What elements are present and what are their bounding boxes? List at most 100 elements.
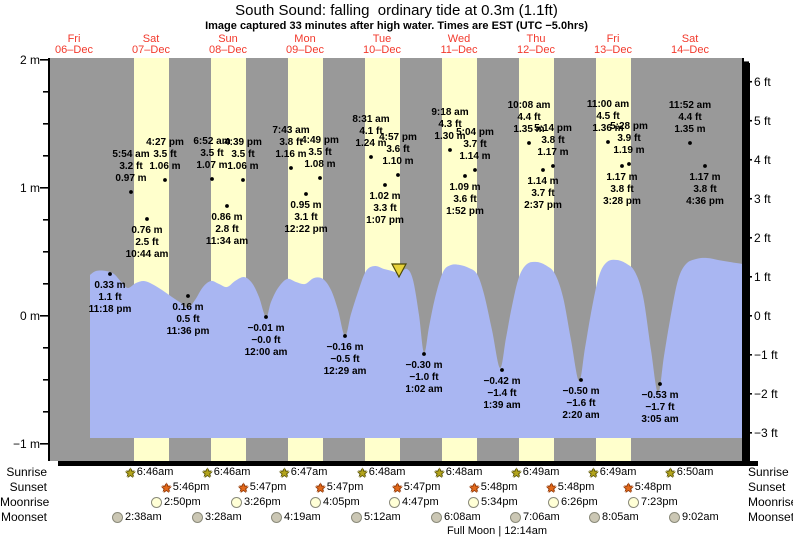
sunset-marker: ★ 5:47pm xyxy=(392,481,440,494)
sunset-time: 5:46pm xyxy=(172,481,210,493)
moonrise-time: 5:34pm xyxy=(481,496,518,508)
tide-high-annotation: 11:52 am 4.4 ft 1.35 m xyxy=(668,100,712,135)
sunrise-time: 6:48am xyxy=(445,466,483,478)
moonrise-marker: 2:50pm xyxy=(151,496,201,509)
tide-high-annotation: 5:28 pm 3.9 ft 1.19 m xyxy=(610,121,648,156)
y-axis-left-tick xyxy=(43,155,48,157)
tide-event-dot xyxy=(541,168,545,172)
tide-event-dot xyxy=(463,174,467,178)
tide-event-dot xyxy=(318,176,322,180)
tide-low-annotation: −0.16 m −0.5 ft 12:29 am xyxy=(323,342,367,377)
y-axis-right-label: 2 ft xyxy=(754,231,771,245)
day-label: Mon 09–Dec xyxy=(286,33,324,56)
sunrise-star-icon: ★ xyxy=(202,465,213,480)
sunrise-time: 6:47am xyxy=(290,466,328,478)
moonset-marker: 2:38am xyxy=(112,511,162,524)
tide-event-dot xyxy=(500,368,504,372)
plot-shadow-bottom xyxy=(58,461,758,466)
tide-high-annotation: 5:04 pm 3.7 ft 1.14 m xyxy=(456,127,494,162)
moonset-circle-icon xyxy=(271,512,282,523)
y-axis-left-label: 1 m xyxy=(19,181,40,195)
y-axis-left-label: −1 m xyxy=(12,437,40,451)
moonrise-marker: 4:47pm xyxy=(389,496,439,509)
moonset-time: 8:05am xyxy=(602,511,639,523)
moonrise-marker: 6:26pm xyxy=(548,496,598,509)
moonrise-time: 4:05pm xyxy=(323,496,360,508)
tide-event-dot xyxy=(606,140,610,144)
day-label: Thu 12–Dec xyxy=(517,33,555,56)
tide-event-dot xyxy=(145,217,149,221)
tide-high-annotation: 9:18 am 4.3 ft 1.30 m xyxy=(431,107,469,142)
sunset-star-icon: ★ xyxy=(315,480,326,495)
tide-low-annotation: −0.30 m −1.0 ft 1:02 am xyxy=(405,360,443,395)
tide-low-annotation: 1.17 m 3.8 ft 4:36 pm xyxy=(686,172,724,207)
y-axis-left-tick xyxy=(40,187,48,189)
tide-high-annotation: 5:14 pm 3.8 ft 1.17 m xyxy=(534,123,572,158)
day-label: Fri 13–Dec xyxy=(594,33,632,56)
moonset-circle-icon xyxy=(589,512,600,523)
tide-high-annotation: 4:49 pm 3.5 ft 1.08 m xyxy=(301,135,339,170)
tide-low-annotation: 0.86 m 2.8 ft 11:34 am xyxy=(205,212,249,247)
sunrise-time: 6:46am xyxy=(213,466,251,478)
tide-event-dot xyxy=(422,352,426,356)
tide-low-annotation: −0.50 m −1.6 ft 2:20 am xyxy=(562,386,600,421)
tide-high-annotation: 4:57 pm 3.6 ft 1.10 m xyxy=(379,132,417,167)
tide-event-dot xyxy=(369,155,373,159)
tide-event-dot xyxy=(241,178,245,182)
tide-event-dot xyxy=(264,315,268,319)
moonset-marker: 7:06am xyxy=(510,511,560,524)
tide-high-annotation: 8:31 am 4.1 ft 1.24 m xyxy=(352,114,390,149)
water-area xyxy=(90,257,743,438)
sunrise-time: 6:49am xyxy=(599,466,637,478)
moonrise-time: 2:50pm xyxy=(164,496,201,508)
moonset-marker: 5:12am xyxy=(351,511,401,524)
tide-high-annotation: 5:54 am 3.2 ft 0.97 m xyxy=(112,149,150,184)
tide-event-dot xyxy=(129,190,133,194)
moonrise-marker: 5:34pm xyxy=(468,496,518,509)
sunset-marker: ★ 5:47pm xyxy=(238,481,286,494)
sunset-star-icon: ★ xyxy=(469,480,480,495)
sunrise-time: 6:48am xyxy=(368,466,406,478)
tide-low-annotation: −0.53 m −1.7 ft 3:05 am xyxy=(641,390,679,425)
y-axis-right-label: 3 ft xyxy=(754,192,771,206)
sunset-time: 5:48pm xyxy=(480,481,518,493)
tide-low-annotation: −0.01 m −0.0 ft 12:00 am xyxy=(244,323,288,358)
sunset-marker: ★ 5:48pm xyxy=(623,481,671,494)
y-axis-right-label: 5 ft xyxy=(754,114,771,128)
tide-high-annotation: 4:27 pm 3.5 ft 1.06 m xyxy=(146,137,184,172)
astro-row-label-sunset: Sunset xyxy=(748,480,786,494)
sunrise-marker: ★ 6:48am xyxy=(357,466,405,479)
sunset-star-icon: ★ xyxy=(623,480,634,495)
tide-low-annotation: 1.14 m 3.7 ft 2:37 pm xyxy=(524,176,562,211)
sunset-star-icon: ★ xyxy=(546,480,557,495)
y-axis-left-tick xyxy=(43,123,48,125)
day-label: Sat 14–Dec xyxy=(671,33,709,56)
y-axis-left-tick xyxy=(43,283,48,285)
moonset-circle-icon xyxy=(510,512,521,523)
tide-event-dot xyxy=(688,141,692,145)
y-axis-left-tick xyxy=(40,315,48,317)
y-axis-left-label: 0 m xyxy=(19,309,40,323)
y-axis-right-label: −2 ft xyxy=(754,387,778,401)
sunrise-marker: ★ 6:49am xyxy=(511,466,559,479)
sunrise-marker: ★ 6:46am xyxy=(125,466,173,479)
y-axis-right-label: −1 ft xyxy=(754,348,778,362)
sunset-marker: ★ 5:48pm xyxy=(546,481,594,494)
day-label: Wed 11–Dec xyxy=(440,33,478,56)
sunset-marker: ★ 5:46pm xyxy=(161,481,209,494)
astro-row-label-moonrise: Moonrise xyxy=(748,495,793,509)
moonset-time: 4:19am xyxy=(284,511,321,523)
moonset-time: 3:28am xyxy=(205,511,242,523)
sunset-star-icon: ★ xyxy=(161,480,172,495)
tide-high-annotation: 11:00 am 4.5 ft 1.36 m xyxy=(586,99,630,134)
y-axis-right-label: 4 ft xyxy=(754,153,771,167)
sunset-time: 5:47pm xyxy=(403,481,441,493)
tide-high-annotation: 10:08 am 4.4 ft 1.35 m xyxy=(507,100,551,135)
y-axis-left-tick xyxy=(43,379,48,381)
moonset-marker: 8:05am xyxy=(589,511,639,524)
sunrise-time: 6:49am xyxy=(522,466,560,478)
y-axis-right-label: 1 ft xyxy=(754,270,771,284)
sunrise-star-icon: ★ xyxy=(125,465,136,480)
